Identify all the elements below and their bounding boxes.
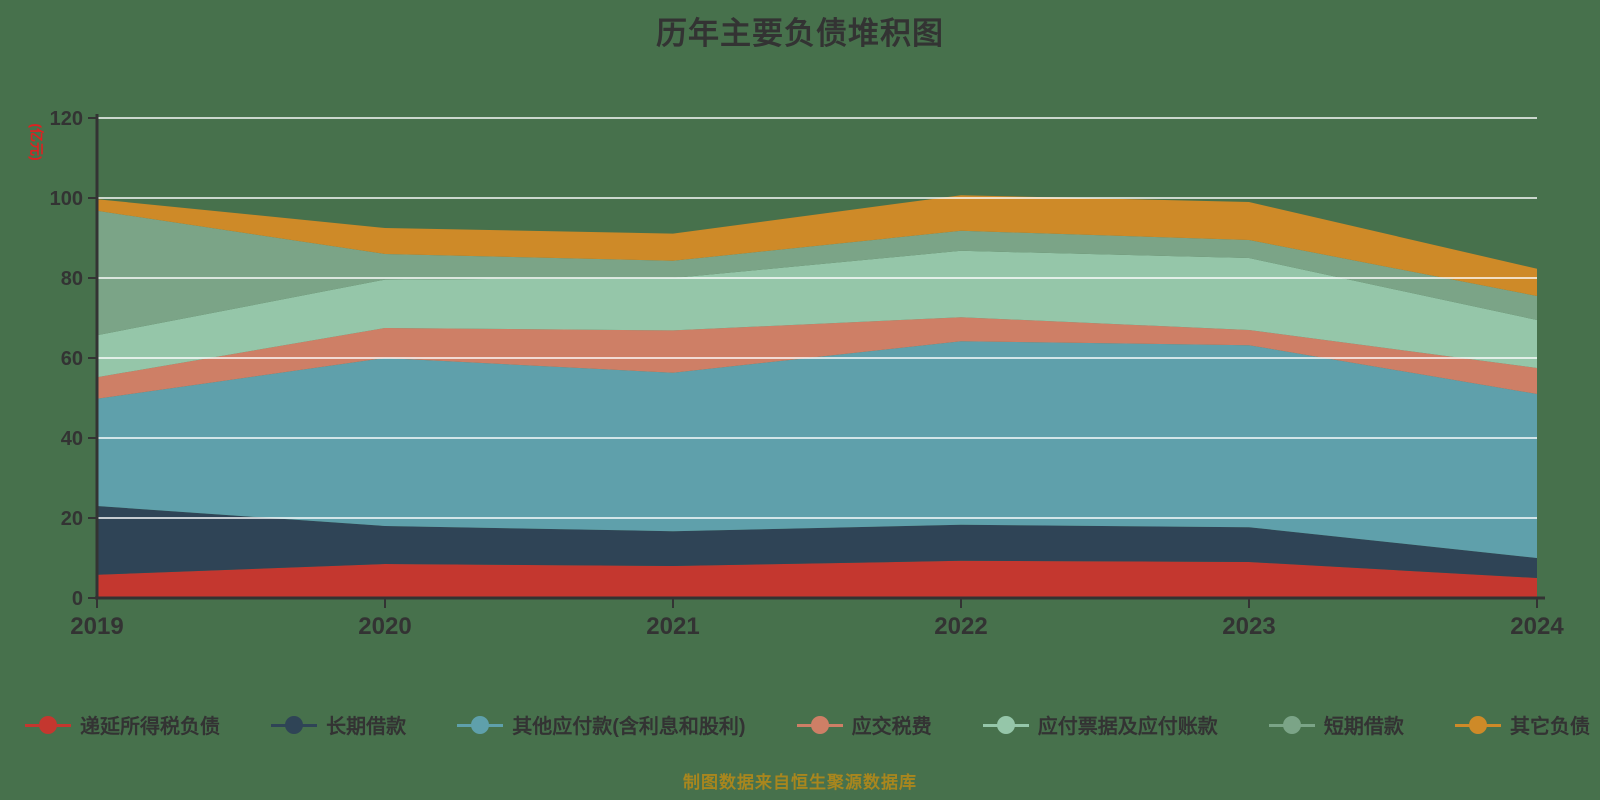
x-tick-label: 2019: [70, 613, 123, 640]
legend-item-5[interactable]: 短期借款: [1268, 710, 1404, 739]
legend-item-1[interactable]: 长期借款: [271, 710, 406, 739]
x-tick-label: 2021: [646, 613, 699, 640]
legend: 递延所得税负债 长期借款 其他应付款(含利息和股利) 应交税费 应付票据及应付账款 短期借…: [25, 710, 1590, 739]
y-tick-label: 80: [61, 268, 83, 290]
legend-item-4[interactable]: 应付票据及应付账款: [982, 710, 1218, 739]
x-tick-label: 2023: [1222, 613, 1275, 640]
legend-line-dot-icon: [982, 715, 1029, 735]
y-tick-label: 40: [61, 428, 83, 450]
chart-title: 历年主要负债堆积图: [656, 16, 944, 51]
legend-label: 应交税费: [851, 716, 932, 738]
area-series-4[interactable]: [97, 250, 1537, 378]
legend-line-dot-icon: [1454, 715, 1501, 735]
area-series-1[interactable]: [97, 506, 1537, 578]
area-series-6[interactable]: [97, 195, 1537, 296]
legend-label: 长期借款: [326, 716, 407, 738]
area-series-2[interactable]: [97, 341, 1537, 558]
legend-label: 其他应付款(含利息和股利): [512, 716, 746, 738]
area-series-0[interactable]: [97, 560, 1537, 598]
legend-line-dot-icon: [25, 715, 71, 735]
legend-label: 递延所得税负债: [80, 716, 220, 738]
legend-item-6[interactable]: 其它负债: [1454, 710, 1590, 739]
x-tick-label: 2020: [358, 613, 411, 640]
y-tick-label: 20: [61, 508, 83, 530]
x-tick-label: 2024: [1510, 613, 1564, 640]
legend-line-dot-icon: [796, 715, 843, 735]
data-source-caption: 制图数据来自恒生聚源数据库: [683, 773, 917, 792]
y-tick-label: 100: [50, 188, 83, 210]
y-tick-label: 120: [50, 108, 83, 130]
legend-line-dot-icon: [457, 715, 504, 735]
x-tick-label: 2022: [934, 613, 987, 640]
legend-item-3[interactable]: 应交税费: [796, 710, 932, 739]
legend-line-dot-icon: [271, 715, 318, 735]
legend-label: 其它负债: [1509, 716, 1590, 738]
legend-label: 短期借款: [1323, 716, 1404, 738]
y-tick-label: 60: [61, 348, 83, 370]
legend-line-dot-icon: [1268, 715, 1315, 735]
area-series-3[interactable]: [97, 317, 1537, 399]
legend-item-2[interactable]: 其他应付款(含利息和股利): [457, 710, 746, 739]
legend-item-0[interactable]: 递延所得税负债: [25, 710, 220, 739]
y-tick-label: 0: [72, 588, 83, 610]
area-series-5[interactable]: [97, 210, 1537, 336]
legend-label: 应付票据及应付账款: [1037, 716, 1218, 738]
